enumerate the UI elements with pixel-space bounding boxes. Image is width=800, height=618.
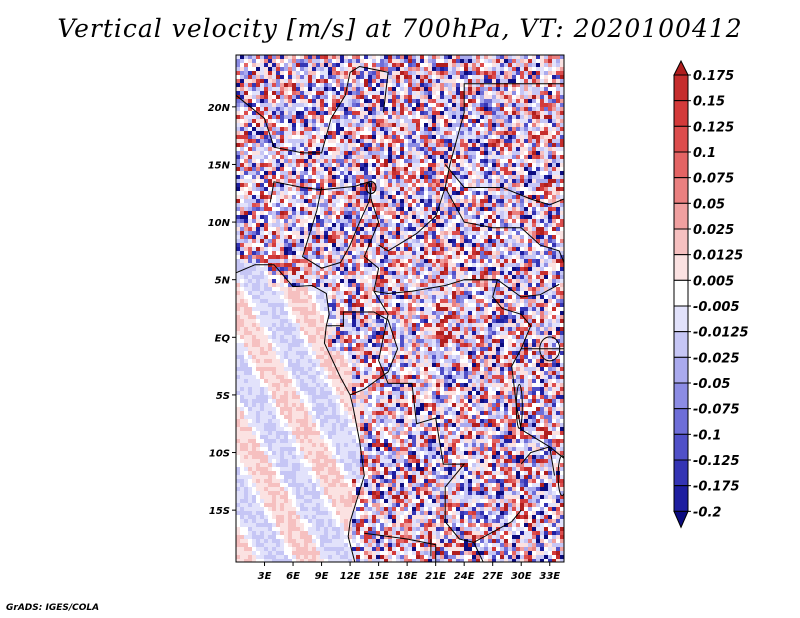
colorbar-label: -0.05: [693, 377, 730, 392]
colorbar: 0.175 0.15 0.125 0.1 0.075 0.05 0.025 0.0125 0.0…: [673, 59, 749, 529]
x-tick-label: 24E: [454, 571, 475, 582]
colorbar-segment: [673, 228, 689, 256]
country-boundaries: [236, 65, 564, 562]
colorbar-segment: [673, 459, 689, 487]
y-tick-label: EQ: [215, 333, 231, 344]
colorbar-label: -0.1: [693, 428, 721, 443]
colorbar-max-triangle: [673, 59, 689, 76]
y-tick-label: 15S: [209, 506, 230, 517]
y-tick-label: 5N: [215, 276, 231, 287]
colorbar-segment: [673, 100, 689, 127]
colorbar-segment: [673, 254, 689, 281]
colorbar-label: 0.15: [693, 95, 725, 110]
velocity-field: [236, 55, 564, 562]
colorbar-segment: [673, 408, 689, 435]
x-tick-label: 15E: [368, 571, 389, 582]
x-axis: 3E 6E 9E 12E 15E 18E 21E 24E 27E 30E 33E: [258, 562, 560, 582]
figure-title: Vertical velocity [m/s] at 700hPa, VT: 2…: [57, 14, 743, 43]
colorbar-label: 0.1: [693, 146, 716, 161]
y-axis: 20N 15N 10N 5N EQ 5S 10S 15S: [208, 103, 236, 517]
colorbar-label: -0.175: [693, 480, 740, 495]
colorbar-label: 0.025: [693, 223, 734, 238]
y-tick-label: 10N: [208, 218, 231, 229]
x-tick-label: 12E: [340, 571, 361, 582]
colorbar-segment: [673, 202, 689, 230]
colorbar-label: -0.025: [693, 351, 740, 366]
colorbar-label: 0.005: [693, 274, 734, 289]
map-frame: [235, 54, 565, 563]
colorbar-segment: [673, 382, 689, 410]
x-tick-label: 27E: [482, 571, 503, 582]
colorbar-min-triangle: [673, 510, 689, 529]
colorbar-label: 0.075: [693, 172, 734, 187]
colorbar-segment: [673, 331, 689, 358]
x-tick-label: 9E: [315, 571, 329, 582]
colorbar-segment: [673, 151, 689, 179]
colorbar-label: 0.125: [693, 120, 734, 135]
x-tick-label: 21E: [425, 571, 446, 582]
y-tick-label: 20N: [208, 103, 231, 114]
x-tick-label: 6E: [286, 571, 300, 582]
colorbar-label: -0.125: [693, 454, 740, 469]
colorbar-segment: [673, 433, 689, 461]
x-tick-label: 33E: [539, 571, 560, 582]
colorbar-label: 0.175: [693, 69, 734, 84]
colorbar-segment: [673, 356, 689, 384]
y-tick-label: 10S: [209, 449, 230, 460]
y-tick-label: 5S: [216, 391, 230, 402]
x-tick-label: 18E: [397, 571, 418, 582]
colorbar-segment: [673, 485, 689, 512]
colorbar-label: 0.05: [693, 197, 725, 212]
x-tick-label: 30E: [511, 571, 532, 582]
colorbar-label: -0.2: [693, 505, 721, 520]
y-tick-label: 15N: [208, 160, 231, 171]
colorbar-label: -0.075: [693, 403, 740, 418]
colorbar-segment: [673, 279, 689, 307]
x-tick-label: 3E: [258, 571, 272, 582]
colorbar-segment: [673, 305, 689, 333]
colorbar-label: -0.005: [693, 300, 740, 315]
grads-credit: GrADS: IGES/COLA: [6, 603, 100, 613]
colorbar-segment: [673, 125, 689, 153]
colorbar-segment: [673, 177, 689, 204]
colorbar-label: -0.0125: [693, 326, 749, 341]
colorbar-segment: [673, 74, 689, 102]
colorbar-label: 0.0125: [693, 249, 743, 264]
